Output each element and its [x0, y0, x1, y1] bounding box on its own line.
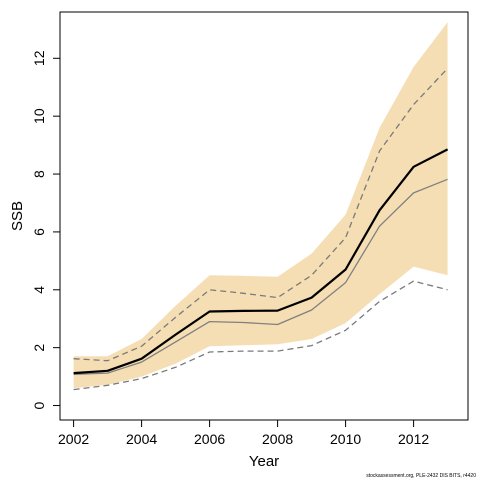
y-tick-label-2: 2: [31, 344, 47, 352]
lower-dashed-series: [73, 280, 448, 391]
footnote: stockassessment.org, PLE-2432 DIS BITS, …: [366, 473, 476, 479]
x-tick-label-2006: 2006: [194, 431, 225, 447]
y-tick-label-12: 12: [31, 50, 47, 66]
x-tick-label-2004: 2004: [126, 431, 157, 447]
y-tick-label-10: 10: [31, 108, 47, 124]
x-axis-title: Year: [249, 453, 279, 470]
confidence-band-layer: [73, 22, 448, 389]
y-tick-label-8: 8: [31, 170, 47, 178]
x-tick-label-2002: 2002: [58, 431, 89, 447]
series-lines-layer: [73, 67, 449, 391]
y-axis-title: SSB: [9, 201, 26, 231]
x-axis: 2002 2004 2006 2008 2010 2012: [58, 420, 429, 447]
plot-area: [59, 11, 469, 421]
y-tick-label-6: 6: [31, 228, 47, 236]
confidence-band: [73, 22, 448, 389]
x-tick-label-2010: 2010: [330, 431, 361, 447]
x-tick-label-2008: 2008: [262, 431, 293, 447]
y-axis: 0 2 4 6 8 10 12: [31, 50, 60, 409]
grey-line-series: [73, 178, 448, 375]
y-tick-label-0: 0: [31, 401, 47, 409]
plot-frame: [59, 11, 469, 421]
y-tick-label-4: 4: [31, 286, 47, 294]
x-tick-label-2012: 2012: [398, 431, 429, 447]
upper-dashed-series: [73, 67, 449, 362]
main-line-series: [73, 148, 449, 375]
